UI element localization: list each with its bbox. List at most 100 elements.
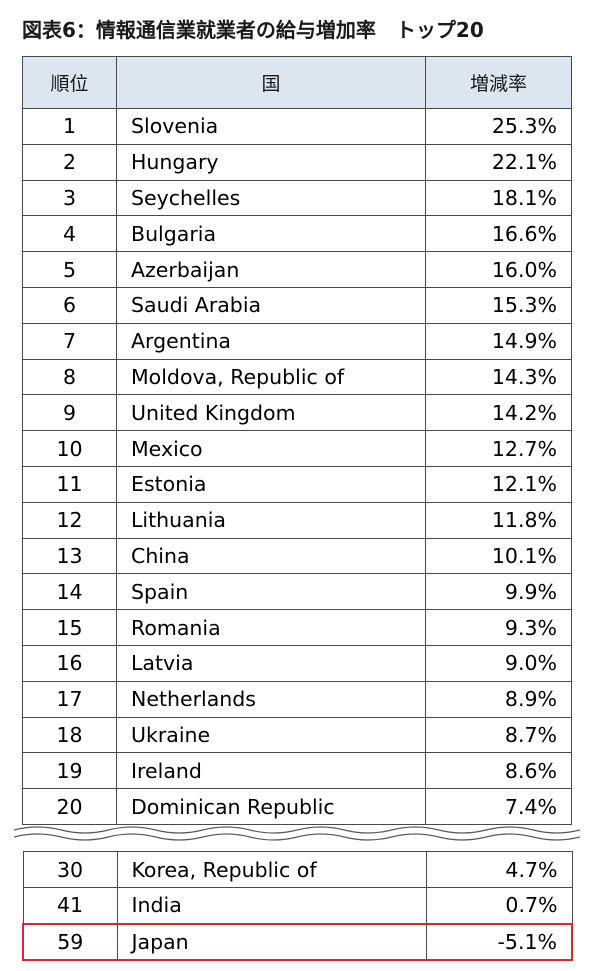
rate-cell: 22.1% bbox=[425, 143, 572, 181]
table-row: 18 Ukraine 8.7% bbox=[22, 716, 572, 754]
rate-cell: 0.7% bbox=[425, 887, 573, 924]
rank-cell: 59 bbox=[22, 922, 118, 961]
rate-cell: 9.0% bbox=[425, 644, 572, 682]
country-cell: Seychelles bbox=[116, 179, 426, 217]
rank-cell: 16 bbox=[22, 644, 117, 682]
country-cell: Romania bbox=[116, 609, 426, 646]
country-cell: Saudi Arabia bbox=[116, 286, 426, 324]
rank-cell: 17 bbox=[22, 680, 117, 718]
country-cell: Netherlands bbox=[116, 680, 426, 718]
rank-cell: 2 bbox=[22, 143, 117, 181]
rate-cell: 12.7% bbox=[425, 430, 572, 467]
table-row: 14 Spain 9.9% bbox=[22, 573, 572, 611]
country-cell: Mexico bbox=[116, 430, 426, 467]
page-title: 図表6：情報通信業就業者の給与増加率 トップ20 bbox=[22, 18, 484, 42]
rate-cell: 4.7% bbox=[425, 851, 573, 888]
rank-cell: 4 bbox=[22, 215, 117, 253]
table-row: 5 Azerbaijan 16.0% bbox=[22, 251, 572, 288]
table-row: 20 Dominican Republic 7.4% bbox=[22, 788, 572, 825]
table-row: 11 Estonia 12.1% bbox=[22, 465, 572, 503]
rank-cell: 3 bbox=[22, 179, 117, 217]
rank-cell: 7 bbox=[22, 322, 117, 360]
rank-cell: 30 bbox=[22, 851, 118, 888]
country-cell: India bbox=[116, 887, 427, 924]
country-cell: Argentina bbox=[116, 322, 426, 360]
table-row: 3 Seychelles 18.1% bbox=[22, 179, 572, 217]
table-row: 7 Argentina 14.9% bbox=[22, 322, 572, 360]
table-row: 6 Saudi Arabia 15.3% bbox=[22, 286, 572, 324]
rate-cell: 8.7% bbox=[425, 716, 572, 754]
rank-cell: 6 bbox=[22, 286, 117, 324]
rate-cell: 9.3% bbox=[425, 609, 572, 646]
table-row-highlighted: 59 Japan -5.1% bbox=[22, 922, 573, 961]
rate-cell: 11.8% bbox=[425, 501, 572, 539]
table-row: 9 United Kingdom 14.2% bbox=[22, 394, 572, 432]
table-break-mark bbox=[14, 826, 580, 841]
rank-cell: 13 bbox=[22, 537, 117, 575]
rate-cell: 16.0% bbox=[425, 251, 572, 288]
rate-cell: 16.6% bbox=[425, 215, 572, 253]
country-cell: Ukraine bbox=[116, 716, 426, 754]
country-cell: Korea, Republic of bbox=[116, 851, 427, 888]
table-row: 19 Ireland 8.6% bbox=[22, 752, 572, 790]
country-cell: China bbox=[116, 537, 426, 575]
header-country: 国 bbox=[116, 56, 426, 109]
top-rows: 1 Slovenia 25.3% 2 Hungary 22.1% 3 Seychelles 18… bbox=[22, 108, 572, 825]
rate-cell: 14.2% bbox=[425, 394, 572, 432]
rate-cell: 8.9% bbox=[425, 680, 572, 718]
table-row: 12 Lithuania 11.8% bbox=[22, 501, 572, 539]
country-cell: Spain bbox=[116, 573, 426, 611]
header-rank: 順位 bbox=[22, 56, 117, 109]
country-cell: Bulgaria bbox=[116, 215, 426, 253]
country-cell: United Kingdom bbox=[116, 394, 426, 432]
rate-cell: 25.3% bbox=[425, 108, 572, 145]
ranking-table: 順位 国 増減率 1 Slovenia 25.3% 2 Hungary 22.1% 3 Sey… bbox=[22, 56, 572, 825]
country-cell: Japan bbox=[116, 922, 427, 961]
rate-cell: 8.6% bbox=[425, 752, 572, 790]
table-row: 1 Slovenia 25.3% bbox=[22, 108, 572, 145]
rank-cell: 19 bbox=[22, 752, 117, 790]
rank-cell: 12 bbox=[22, 501, 117, 539]
table-row: 15 Romania 9.3% bbox=[22, 609, 572, 646]
rate-cell: 14.9% bbox=[425, 322, 572, 360]
country-cell: Moldova, Republic of bbox=[116, 358, 426, 396]
table-row: 13 China 10.1% bbox=[22, 537, 572, 575]
rate-cell: 7.4% bbox=[425, 788, 572, 825]
country-cell: Latvia bbox=[116, 644, 426, 682]
rank-cell: 41 bbox=[22, 887, 118, 924]
rank-cell: 1 bbox=[22, 108, 117, 145]
rank-cell: 9 bbox=[22, 394, 117, 432]
rank-cell: 10 bbox=[22, 430, 117, 467]
country-cell: Hungary bbox=[116, 143, 426, 181]
table-header-row: 順位 国 増減率 bbox=[22, 56, 572, 109]
bottom-rows: 30 Korea, Republic of 4.7% 41 India 0.7% 59 Jap… bbox=[22, 851, 573, 961]
country-cell: Ireland bbox=[116, 752, 426, 790]
table-row: 2 Hungary 22.1% bbox=[22, 143, 572, 181]
country-cell: Dominican Republic bbox=[116, 788, 426, 825]
rank-cell: 8 bbox=[22, 358, 117, 396]
rank-cell: 11 bbox=[22, 465, 117, 503]
table-row: 8 Moldova, Republic of 14.3% bbox=[22, 358, 572, 396]
country-cell: Slovenia bbox=[116, 108, 426, 145]
rate-cell: -5.1% bbox=[425, 922, 573, 961]
country-cell: Lithuania bbox=[116, 501, 426, 539]
rank-cell: 15 bbox=[22, 609, 117, 646]
country-cell: Azerbaijan bbox=[116, 251, 426, 288]
country-cell: Estonia bbox=[116, 465, 426, 503]
rank-cell: 20 bbox=[22, 788, 117, 825]
rank-cell: 5 bbox=[22, 251, 117, 288]
rate-cell: 9.9% bbox=[425, 573, 572, 611]
rate-cell: 15.3% bbox=[425, 286, 572, 324]
table-row: 41 India 0.7% bbox=[22, 887, 573, 924]
rate-cell: 14.3% bbox=[425, 358, 572, 396]
rate-cell: 10.1% bbox=[425, 537, 572, 575]
ranking-table-continued: 30 Korea, Republic of 4.7% 41 India 0.7% 59 Jap… bbox=[22, 851, 573, 961]
table-row: 10 Mexico 12.7% bbox=[22, 430, 572, 467]
table-row: 16 Latvia 9.0% bbox=[22, 644, 572, 682]
table-row: 4 Bulgaria 16.6% bbox=[22, 215, 572, 253]
rank-cell: 14 bbox=[22, 573, 117, 611]
rate-cell: 12.1% bbox=[425, 465, 572, 503]
header-rate: 増減率 bbox=[425, 56, 572, 109]
table-row: 17 Netherlands 8.9% bbox=[22, 680, 572, 718]
rate-cell: 18.1% bbox=[425, 179, 572, 217]
